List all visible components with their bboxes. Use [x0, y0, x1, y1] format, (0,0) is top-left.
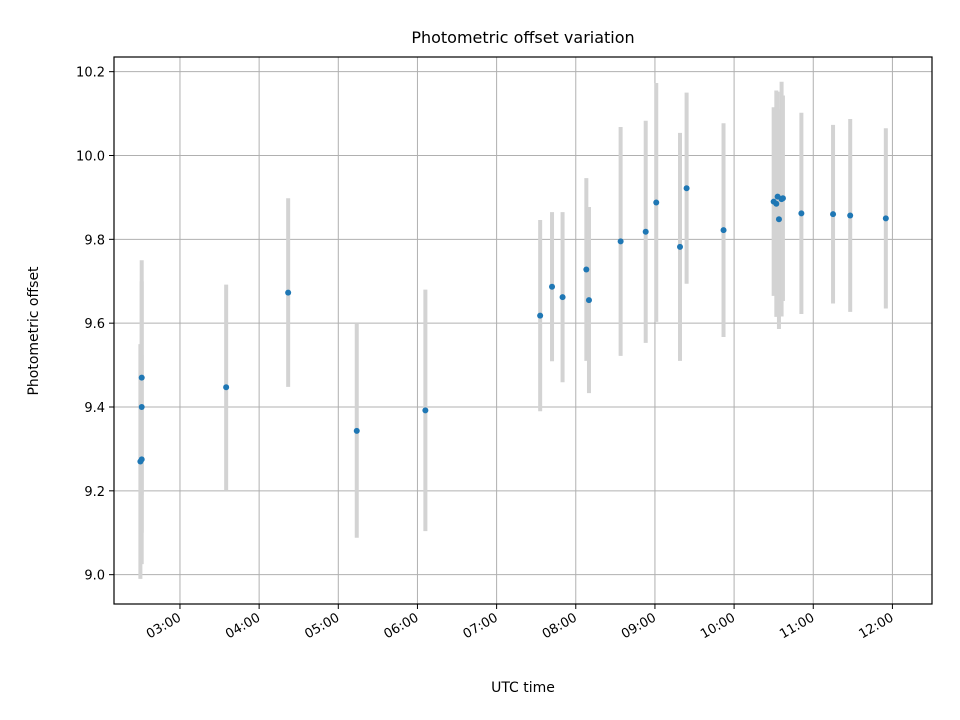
y-tick-label: 9.6: [84, 317, 105, 332]
data-point: [677, 243, 684, 250]
data-point: [775, 216, 782, 223]
data-point: [642, 228, 649, 235]
data-point: [617, 238, 624, 245]
chart-title: Photometric offset variation: [411, 28, 634, 47]
data-point: [537, 312, 544, 319]
plot-frame: [113, 56, 933, 605]
data-point: [353, 427, 360, 434]
y-tick-label: 9.8: [84, 233, 105, 248]
y-tick-label: 9.0: [84, 569, 105, 584]
data-point: [773, 200, 780, 207]
grid-lines: [114, 57, 932, 604]
data-point: [779, 195, 786, 202]
data-point: [138, 403, 145, 410]
data-point: [585, 297, 592, 304]
data-point: [138, 456, 145, 463]
x-axis-label: UTC time: [491, 680, 555, 696]
y-tick-label: 10.2: [76, 66, 105, 81]
data-point: [422, 407, 429, 414]
y-tick-label: 10.0: [76, 150, 105, 165]
data-point: [285, 289, 292, 296]
data-point: [830, 211, 837, 218]
data-point: [223, 384, 230, 391]
data-point: [583, 266, 590, 273]
data-point: [798, 210, 805, 217]
y-axis-label: Photometric offset: [26, 266, 42, 396]
data-point: [720, 227, 727, 234]
data-point: [559, 294, 566, 301]
y-tick-label: 9.2: [84, 485, 105, 500]
data-point: [549, 283, 556, 290]
data-point: [847, 212, 854, 219]
data-points: [137, 185, 889, 465]
y-tick-label: 9.4: [84, 401, 105, 416]
data-point: [683, 185, 690, 192]
data-point: [138, 374, 145, 381]
data-point: [882, 215, 889, 222]
data-point: [653, 199, 660, 206]
